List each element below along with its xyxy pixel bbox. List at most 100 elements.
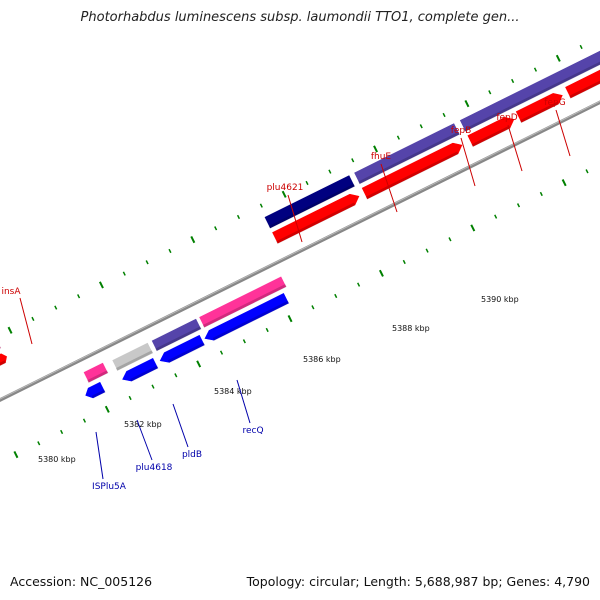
scale-tick — [328, 169, 332, 174]
scale-tick — [151, 384, 155, 389]
scale-tick — [174, 373, 178, 378]
scale-tick — [311, 305, 315, 310]
scale-tick — [190, 236, 196, 244]
scale-label: 5382 kbp — [124, 420, 162, 429]
scale-label: 5384 kbp — [214, 387, 252, 396]
gene-recQ-shade — [202, 284, 287, 328]
gene-fepG — [564, 69, 600, 99]
gene-1-rev-leader — [136, 419, 153, 461]
scale-tick — [196, 360, 202, 368]
gene-fepG-shade — [569, 80, 600, 99]
scale-tick — [236, 214, 241, 220]
gene-3-fwd-label: fepB — [451, 126, 472, 136]
scale-tick — [281, 190, 287, 198]
gene-ISPlu5A-blue-shade — [91, 389, 106, 399]
scale-tick — [305, 180, 309, 186]
gene-pldB — [150, 317, 202, 352]
scale-tick — [287, 315, 293, 323]
scale-tick — [470, 224, 476, 232]
scale-tick — [378, 269, 384, 277]
gene-3-rev-label: recQ — [242, 426, 263, 436]
gene-ISPlu5A — [82, 361, 109, 384]
scale-tick — [54, 305, 58, 310]
scale-tick — [533, 67, 538, 72]
gene-3-fwd-leader — [460, 137, 476, 187]
scale-tick — [122, 271, 126, 276]
scale-tick — [419, 124, 423, 129]
gene-5-fwd-leader — [555, 109, 571, 157]
scale-tick — [13, 451, 19, 459]
gene-pldB-blue-shade — [167, 342, 205, 363]
gene-0-fwd-label: insA — [1, 287, 21, 297]
gene-plu4618 — [111, 341, 154, 372]
scale-tick — [31, 316, 35, 322]
scale-label: 5380 kbp — [38, 455, 76, 464]
scale-tick — [7, 326, 13, 334]
scale-tick — [561, 179, 567, 187]
gene-fepB — [466, 116, 516, 148]
scale-tick — [516, 203, 521, 208]
scale-tick — [494, 214, 498, 219]
gene-insA-small-shade — [0, 360, 6, 366]
gene-4-fwd-leader — [507, 124, 523, 172]
gene-1-rev-label: plu4618 — [136, 463, 173, 473]
gene-2-fwd-leader — [380, 163, 398, 213]
gene-4-fwd-label: fepD — [496, 113, 517, 123]
scale-tick — [214, 226, 218, 231]
gene-plu4618-blue-shade — [130, 365, 159, 382]
gene-plu4621-upper-shade — [268, 183, 356, 229]
scale-tick — [402, 259, 406, 265]
scale-tick — [98, 281, 104, 289]
scale-tick — [334, 293, 338, 299]
gene-1-fwd-leader — [287, 194, 303, 243]
gene-plu4618-blue — [121, 357, 159, 382]
scale-tick — [373, 145, 379, 153]
gene-fepB-upper-shade — [463, 61, 600, 132]
upper-tick-row — [7, 44, 583, 334]
gene-fepB-upper — [459, 50, 600, 133]
gene-2-rev-leader — [172, 403, 189, 448]
gene-fepD — [515, 92, 564, 124]
gene-insA-shade — [0, 345, 2, 349]
scale-tick — [82, 418, 87, 423]
gene-fepB-shade — [471, 125, 511, 148]
gene-insA — [0, 345, 2, 349]
genome-backbone — [0, 100, 600, 402]
gene-recQ-blue-shade — [212, 300, 290, 341]
scale-tick — [488, 90, 492, 95]
gene-recQ-blue — [203, 292, 290, 342]
scale-tick — [585, 169, 589, 174]
gene-plu4621 — [271, 193, 361, 245]
accession-label: Accession: NC_005126 — [10, 574, 153, 589]
scale-tick — [442, 112, 446, 118]
gene-pldB-blue — [158, 334, 206, 364]
gene-0-rev-label: ISPlu5A — [92, 482, 127, 492]
scale-tick — [168, 248, 172, 254]
gene-recQ — [198, 275, 287, 329]
scale-tick — [539, 191, 543, 197]
gene-2-fwd-label: fhuE — [371, 152, 392, 162]
gene-plu4621-upper — [263, 174, 356, 230]
scale-tick — [104, 405, 110, 413]
lower-tick-row — [13, 169, 589, 459]
scale-tick — [357, 282, 361, 287]
gene-pldB-shade — [155, 326, 202, 352]
scale-tick — [128, 395, 132, 401]
scale-tick — [511, 78, 515, 84]
gene-5-fwd-label: fepG — [544, 98, 565, 108]
scale-tick — [60, 429, 64, 435]
gene-1-fwd-label: plu4621 — [267, 183, 304, 193]
scale-tick — [219, 350, 224, 355]
gene-plu4618-shade — [115, 350, 154, 371]
scale-tick — [37, 441, 41, 446]
gene-ISPlu5A-blue — [84, 381, 106, 399]
scale-tick — [77, 294, 81, 299]
scale-tick — [448, 237, 452, 242]
genome-summary: Topology: circular; Length: 5,688,987 bp… — [246, 574, 590, 589]
scale-tick — [425, 248, 429, 253]
gene-0-rev-leader — [95, 431, 104, 480]
scale-tick — [579, 44, 583, 50]
scale-label: 5390 kbp — [481, 295, 519, 304]
scale-tick — [396, 135, 400, 140]
scale-tick — [555, 54, 561, 62]
